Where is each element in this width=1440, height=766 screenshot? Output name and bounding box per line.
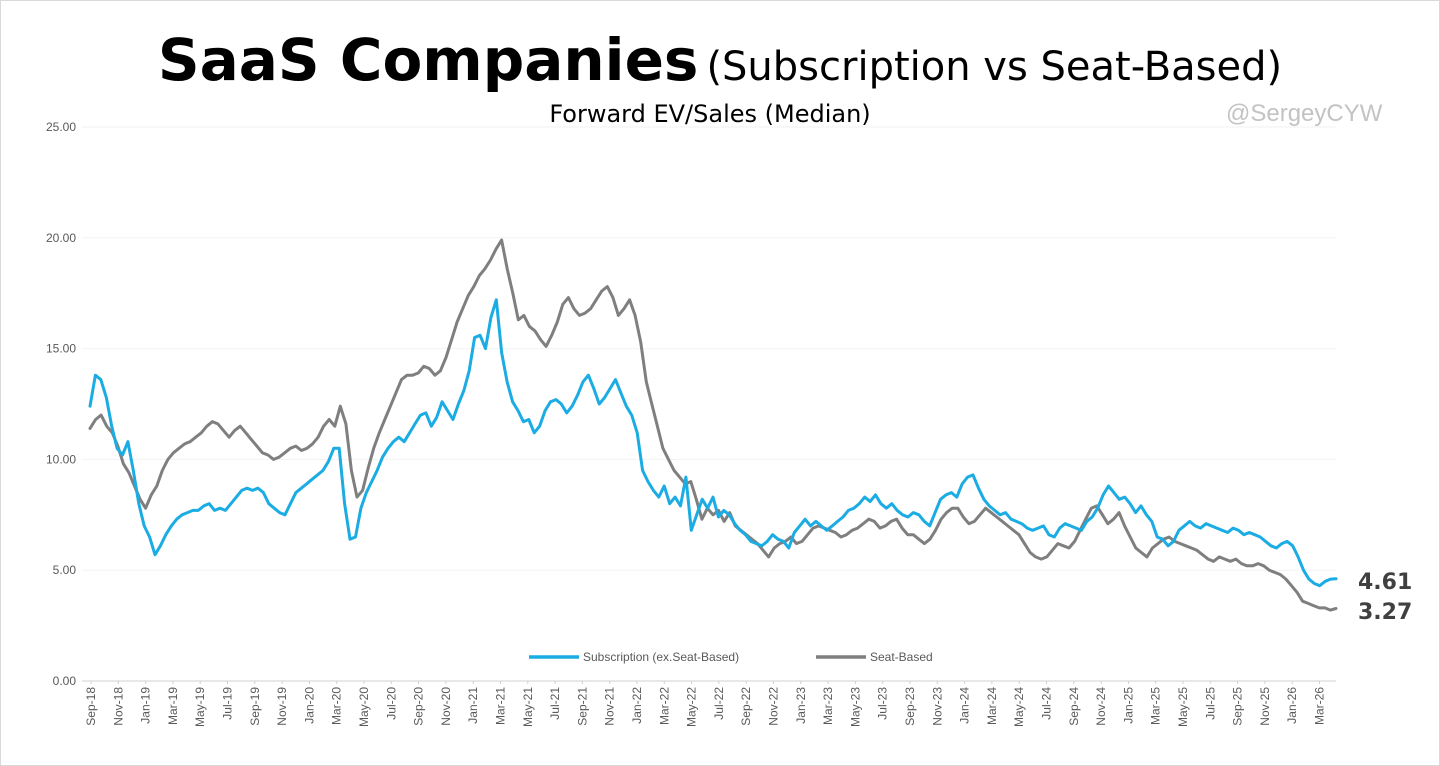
x-tick-label: Jul-25 [1203,687,1217,720]
x-tick-label: May-23 [848,687,862,727]
x-tick-label: Nov-23 [930,687,944,726]
x-tick-label: Mar-26 [1313,687,1327,725]
y-tick-label: 5.00 [53,563,77,577]
chart-title-sub: (Subscription vs Seat-Based) [706,44,1283,90]
series-line-subscription-ex-seat-based- [88,298,1338,588]
x-tick-label: Nov-21 [603,687,617,726]
y-tick-label: 20.00 [46,231,76,245]
x-tick-label: Nov-18 [111,687,125,726]
x-tick-label: Jul-22 [712,687,726,720]
x-tick-label: May-24 [1012,687,1026,727]
x-tick-label: May-20 [357,687,371,727]
x-tick-label: Jan-25 [1121,687,1135,724]
x-tick-label: May-19 [193,687,207,727]
x-tick-label: Jul-19 [221,687,235,720]
x-tick-label: Mar-19 [166,687,180,725]
x-tick-label: May-22 [685,687,699,727]
x-tick-label: Sep-22 [739,687,753,726]
x-tick-label: Jul-21 [548,687,562,720]
x-tick-label: Jan-20 [302,687,316,724]
x-tick-label: May-21 [521,687,535,727]
end-labels: 4.61 3.27 [1358,570,1412,625]
x-tick-label: Jul-20 [384,687,398,720]
end-value-label: 3.27 [1358,600,1412,625]
y-tick-label: 15.00 [46,342,76,356]
x-axis-ticks: Sep-18 Nov-18 Jan-19 Mar-19 May-19 Jul-19 Sep-… [84,681,1327,727]
x-tick-label: Jan-23 [794,687,808,724]
end-value-label: 4.61 [1358,570,1412,595]
x-tick-label: Sep-20 [412,687,426,726]
x-tick-label: Jul-24 [1040,687,1054,720]
chart-title: SaaS Companies (Subscription vs Seat-Base… [0,26,1440,94]
x-tick-label: Sep-18 [84,687,98,726]
x-tick-label: Nov-25 [1258,687,1272,726]
chart-title-main: SaaS Companies [157,26,699,94]
x-tick-label: Sep-25 [1231,687,1245,726]
x-tick-label: Nov-22 [767,687,781,726]
x-tick-label: Sep-19 [248,687,262,726]
grid-lines [82,126,1336,682]
x-tick-label: Nov-24 [1094,687,1108,726]
x-tick-label: Jan-26 [1285,687,1299,724]
x-tick-label: Jul-23 [876,687,890,720]
y-axis-ticks: 0.00 5.00 10.00 15.00 20.00 25.00 [46,120,76,688]
x-tick-label: Mar-25 [1149,687,1163,725]
x-tick-label: Sep-24 [1067,687,1081,726]
x-tick-label: Jan-22 [630,687,644,724]
x-tick-label: Mar-22 [657,687,671,725]
series-line-seat-based [88,238,1338,612]
x-tick-label: Mar-23 [821,687,835,725]
legend-label: Seat-Based [870,650,933,664]
watermark: @SergeyCYW [1226,100,1383,127]
x-tick-label: Sep-21 [575,687,589,726]
chart-subtitle: Forward EV/Sales (Median) [549,100,871,128]
legend: Subscription (ex.Seat-Based) Seat-Based [529,650,933,664]
x-tick-label: Jan-19 [139,687,153,724]
x-tick-label: Mar-21 [494,687,508,725]
x-tick-label: Nov-20 [439,687,453,726]
x-tick-label: Mar-20 [330,687,344,725]
x-tick-label: Jan-24 [958,687,972,724]
y-tick-label: 25.00 [46,120,76,134]
x-tick-label: Nov-19 [275,687,289,726]
legend-label: Subscription (ex.Seat-Based) [583,650,739,664]
x-tick-label: May-25 [1176,687,1190,727]
x-tick-label: Mar-24 [985,687,999,725]
series-lines [88,238,1338,612]
y-tick-label: 0.00 [53,674,77,688]
x-tick-label: Sep-23 [903,687,917,726]
x-tick-label: Jan-21 [466,687,480,724]
y-tick-label: 10.00 [46,452,76,466]
